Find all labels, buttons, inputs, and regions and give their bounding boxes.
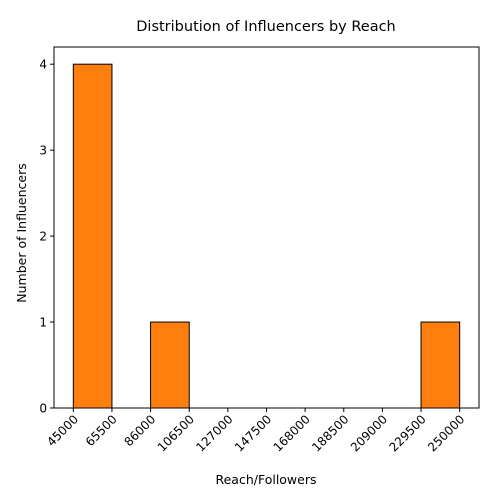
y-axis: 0 1 2 3 4 — [39, 58, 54, 416]
histogram-bar — [150, 321, 190, 409]
x-tick-label: 106500 — [155, 412, 197, 454]
x-tick-label: 209000 — [348, 412, 390, 454]
x-tick-label: 250000 — [425, 412, 467, 454]
chart-title: Distribution of Influencers by Reach — [136, 19, 396, 35]
x-tick-label: 127000 — [193, 412, 235, 454]
plot-area-frame — [53, 46, 480, 409]
x-tick-label: 147500 — [232, 412, 274, 454]
x-axis: 45000 65500 860001065001270001475001680001… — [44, 408, 467, 455]
y-tick-label: 3 — [39, 144, 47, 158]
y-tick-label: 4 — [39, 58, 47, 72]
histogram-bar — [420, 321, 461, 409]
x-tick-label: 86000 — [121, 412, 158, 449]
y-axis-label: Number of Influencers — [14, 163, 29, 302]
x-tick-label: 229500 — [387, 412, 429, 454]
x-tick-label: 188500 — [309, 412, 351, 454]
x-tick-label: 168000 — [271, 412, 313, 454]
y-tick-label: 0 — [39, 402, 47, 416]
x-tick-label: 45000 — [44, 412, 81, 449]
x-tick-label: 65500 — [83, 412, 120, 449]
y-tick-label: 2 — [39, 230, 47, 244]
y-tick-label: 1 — [39, 316, 47, 330]
histogram-bar — [72, 63, 113, 409]
bars-layer — [72, 63, 461, 409]
x-axis-label: Reach/Followers — [215, 472, 316, 487]
